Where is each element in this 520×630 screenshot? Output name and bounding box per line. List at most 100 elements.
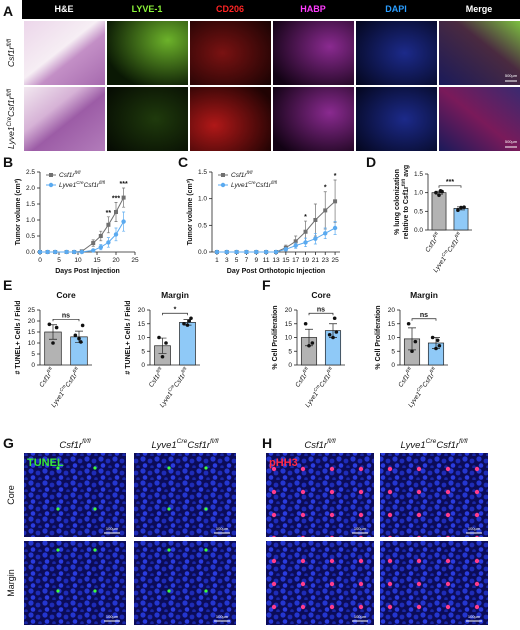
x-tick-label: 17 — [292, 257, 300, 264]
marker — [303, 240, 308, 245]
scale-bar-label: 100µm — [354, 526, 367, 531]
data-point — [73, 333, 78, 338]
data-point — [54, 325, 59, 330]
header-bar — [22, 0, 520, 19]
text-part: 5 — [391, 348, 395, 355]
text-part: Csf1r — [148, 371, 163, 388]
text-part: 100µm — [216, 614, 229, 619]
text-part: Margin — [161, 290, 189, 300]
y-tick-label: 0.0 — [414, 227, 423, 234]
text-part: Csf1r — [318, 371, 333, 388]
column-header: H&E — [54, 4, 73, 14]
marker — [91, 248, 96, 253]
column-header: HABP — [300, 4, 326, 14]
text-part: 0.0 — [414, 227, 423, 234]
stain-signal — [24, 541, 126, 625]
text-part: 11 — [263, 257, 270, 264]
text-part: ns — [62, 312, 70, 319]
text-part: fl/fl — [401, 178, 407, 186]
scale-bar-label: 100µm — [468, 614, 481, 619]
text-part: 10 — [138, 334, 146, 341]
significance: * — [304, 214, 307, 221]
text-part: 1.5 — [26, 201, 35, 208]
stain-label: pHH3 — [269, 457, 298, 469]
text-part: Tumor volume (cm³) — [15, 179, 22, 246]
row-label: Margin — [6, 569, 16, 597]
text-part: Lyve1 — [432, 255, 448, 273]
text-part: * — [324, 185, 327, 192]
data-point — [334, 330, 339, 334]
y-axis-label: % Cell Proliferation — [272, 305, 279, 369]
text-part: 0 — [31, 362, 35, 369]
legend-marker — [48, 182, 54, 188]
text-part: Cre — [248, 180, 256, 185]
x-tick-label: 5 — [57, 257, 61, 264]
marker — [98, 245, 104, 250]
text-part: fl/fl — [428, 365, 436, 373]
marker — [313, 218, 318, 222]
x-tick-label: 0 — [38, 257, 42, 264]
y-tick-label: 0 — [31, 362, 35, 369]
marker — [72, 249, 77, 255]
x-tick-label: Csf1rfl/fl — [36, 365, 56, 388]
x-tick-label: 20 — [112, 257, 120, 264]
text-part: # TUNEL+ Cells / Field — [125, 300, 132, 374]
text-part: 21 — [312, 257, 320, 264]
x-axis-label: Day Post Orthotopic Injection — [227, 268, 325, 275]
micrograph — [190, 21, 271, 85]
text-part: 1.0 — [26, 217, 35, 224]
text-part: 1.0 — [414, 189, 423, 196]
text-part: Cre — [177, 438, 188, 445]
marker — [333, 199, 338, 204]
marker — [45, 249, 50, 255]
legend-label: Csf1rfl/fl — [231, 170, 253, 179]
x-tick-label: 10 — [74, 257, 82, 264]
text-part: relative to Csf1r — [403, 186, 410, 239]
text-part: 20 — [138, 307, 146, 314]
x-tick-label: 23 — [322, 257, 330, 264]
data-point — [182, 321, 186, 326]
text-part: H&E — [54, 4, 73, 14]
text-part: Csf1r — [6, 45, 16, 66]
text-part: Csf1r — [84, 182, 100, 189]
text-part: 23 — [322, 257, 330, 264]
y-tick-label: 10 — [388, 334, 396, 341]
significance: * — [324, 185, 327, 192]
text-part: 5 — [31, 351, 35, 358]
text-part: * — [334, 173, 337, 180]
data-point — [332, 316, 337, 321]
marker — [323, 231, 328, 236]
significance-bracket — [438, 185, 462, 188]
text-part: 1.5 — [198, 169, 207, 176]
text-part: 10 — [28, 340, 36, 347]
y-tick-label: 2.5 — [26, 169, 35, 176]
y-tick-label: 2.0 — [26, 185, 35, 192]
text-part: Csf1r — [173, 371, 188, 388]
data-point — [307, 343, 311, 348]
y-tick-label: 0.5 — [198, 222, 207, 229]
data-point — [435, 338, 440, 343]
x-tick-label: 21 — [312, 257, 320, 264]
y-tick-label: 1.5 — [414, 171, 423, 178]
marker — [273, 249, 279, 255]
text-part: 500µm — [505, 73, 518, 78]
text-part: 100µm — [106, 614, 119, 619]
scale-bar-label: 100µm — [468, 526, 481, 531]
y-tick-label: 15 — [28, 329, 36, 336]
x-tick-label: 15 — [93, 257, 101, 264]
bar — [453, 207, 469, 231]
micrograph — [356, 21, 437, 85]
text-part: 100µm — [468, 526, 481, 531]
y-tick-label: 20 — [388, 307, 396, 314]
data-point — [406, 321, 411, 326]
text-part: fl/fl — [210, 438, 219, 445]
x-tick-label: Lyve1CreCsf1rfl/fl — [302, 365, 336, 409]
data-point — [410, 349, 414, 354]
stain-signal — [266, 453, 374, 537]
text-part: 10 — [74, 257, 82, 264]
micrograph — [190, 87, 271, 151]
marker — [332, 225, 338, 231]
significance-bracket — [411, 318, 437, 321]
legend-marker — [221, 173, 225, 177]
